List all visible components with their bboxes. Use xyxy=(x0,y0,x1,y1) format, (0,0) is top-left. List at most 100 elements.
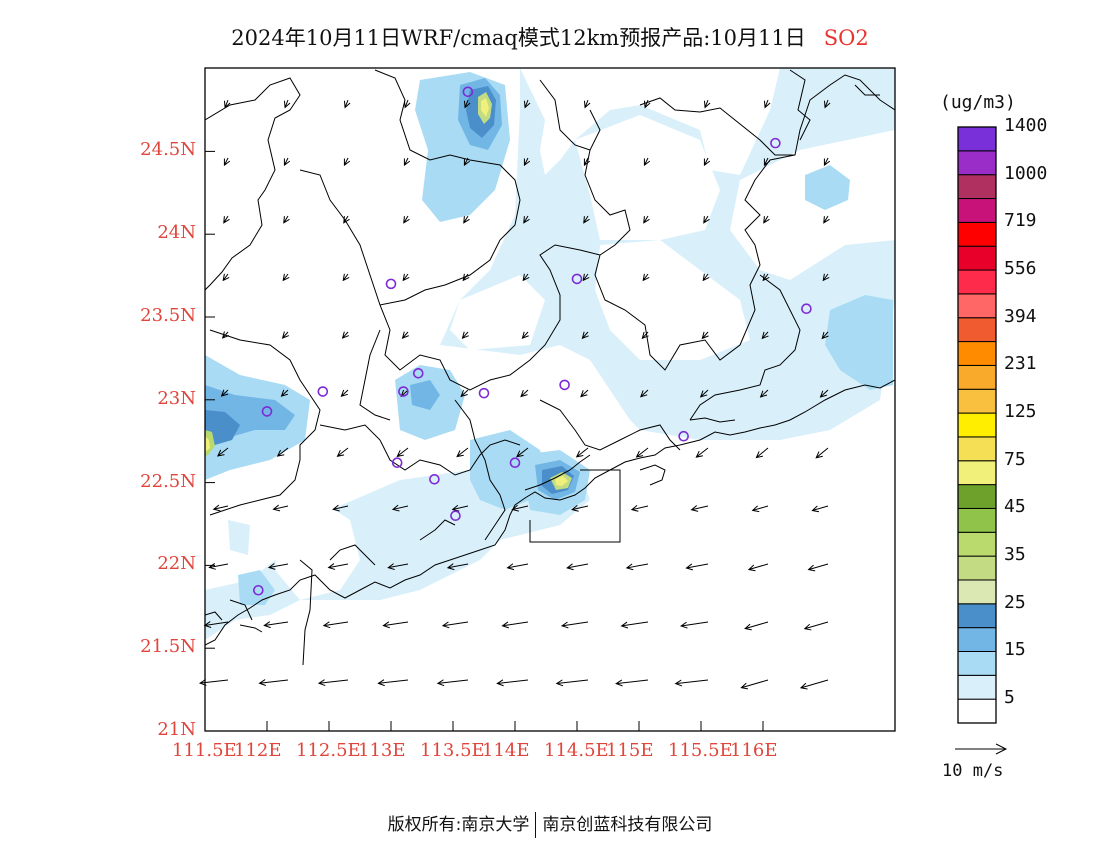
wind-arrow xyxy=(643,157,651,167)
station-marker xyxy=(391,457,403,469)
wind-arrow xyxy=(506,563,529,571)
colorbar-bin xyxy=(957,507,997,533)
map-title: 2024年10月11日WRF/cmaq模式12km预报产品:10月11日 SO2 xyxy=(0,22,1100,52)
wind-arrow xyxy=(703,215,710,224)
so2-concentration-field xyxy=(205,68,895,731)
station-marker xyxy=(429,473,440,485)
colorbar-bin xyxy=(957,388,997,414)
wind-arrow xyxy=(523,157,531,167)
station-marker xyxy=(253,584,264,596)
wind-arrow xyxy=(446,563,469,571)
wind-arrow xyxy=(803,621,829,631)
wind-arrow xyxy=(811,505,829,513)
wind-arrow xyxy=(522,273,530,282)
colorbar-label: 125 xyxy=(1004,401,1037,423)
wind-arrow xyxy=(276,447,289,457)
wind-arrow xyxy=(216,447,229,457)
station-marker xyxy=(801,303,812,315)
wind-arrow xyxy=(212,504,229,512)
wind-arrow xyxy=(680,621,709,629)
wind-arrow xyxy=(340,389,349,397)
wind-arrow xyxy=(391,504,409,512)
wind-arrow xyxy=(283,157,291,167)
wind-arrow xyxy=(387,563,409,571)
colorbar-label: 1400 xyxy=(1004,115,1048,136)
colorbar-label: 394 xyxy=(1004,305,1037,327)
wind-arrow xyxy=(336,447,349,457)
lat-tick-label: 22N xyxy=(157,553,196,575)
wind-arrow xyxy=(575,447,589,458)
colorbar-bin xyxy=(957,579,997,605)
wind-arrow xyxy=(496,679,529,687)
wind-arrow xyxy=(701,331,709,340)
wind-arrow xyxy=(703,157,711,167)
wind-arrow xyxy=(690,505,709,512)
wind-arrow xyxy=(208,563,229,570)
wind-arrow xyxy=(341,331,349,339)
wind-arrow xyxy=(272,504,289,512)
wind-arrow xyxy=(267,563,289,570)
wind-arrow xyxy=(221,331,230,339)
wind-arrow xyxy=(639,389,649,398)
wind-arrow xyxy=(823,215,830,224)
wind-arrow xyxy=(281,331,290,339)
wind-arrow xyxy=(523,99,531,109)
station-markers xyxy=(253,86,812,596)
wind-arrow xyxy=(258,679,289,686)
wind-arrow xyxy=(403,215,410,224)
wind-arrow xyxy=(703,99,711,109)
lon-tick-label: 115.5E xyxy=(668,740,733,761)
wind-arrow xyxy=(343,215,350,224)
colorbar-bin xyxy=(957,364,997,390)
wind-arrow xyxy=(463,99,471,109)
colorbar-label: 15 xyxy=(1004,639,1026,661)
lat-tick-label: 24N xyxy=(157,222,196,244)
wind-arrow xyxy=(581,331,589,340)
wind-arrow xyxy=(740,679,769,690)
wind-arrow xyxy=(343,157,351,167)
axis-ticks xyxy=(204,150,764,732)
wind-arrow xyxy=(819,389,829,398)
wind-arrow xyxy=(283,99,291,109)
wind-arrow xyxy=(625,563,649,571)
copyright-footer: 版权所有:南京大学 南京创蓝科技有限公司 xyxy=(0,810,1100,838)
colorbar-bin xyxy=(957,221,997,247)
wind-arrow xyxy=(643,99,651,109)
wind-arrow xyxy=(516,447,529,458)
wind-arrow xyxy=(566,563,589,571)
colorbar-bin xyxy=(957,245,997,271)
wind-arrow xyxy=(674,679,709,687)
colorbar-label: 231 xyxy=(1004,353,1037,375)
station-marker xyxy=(385,278,397,290)
wind-arrow xyxy=(582,273,590,282)
wind-arrow xyxy=(620,621,649,629)
wind-arrow xyxy=(643,215,650,224)
wind-arrow xyxy=(462,273,470,282)
colorbar-label: 719 xyxy=(1004,210,1037,232)
lon-tick-label: 115E xyxy=(606,740,654,761)
copyright-separator xyxy=(535,812,537,838)
lat-tick-label: 22.5N xyxy=(140,470,196,492)
wind-arrow xyxy=(223,99,231,109)
station-marker xyxy=(559,379,570,391)
wind-arrow xyxy=(317,679,349,687)
colorbar-label: 5 xyxy=(1004,687,1015,709)
wind-arrow xyxy=(523,215,530,224)
wind-arrow xyxy=(685,563,709,571)
wind-arrow xyxy=(223,215,230,224)
lat-tick-label: 24.5N xyxy=(140,139,196,161)
station-marker xyxy=(478,387,490,399)
wind-arrow xyxy=(821,331,829,340)
wind-arrow xyxy=(822,273,830,282)
wind-arrow xyxy=(463,157,471,167)
wind-arrow xyxy=(343,99,351,109)
colorbar-bin xyxy=(957,460,997,486)
lon-tick-label: 114.5E xyxy=(544,740,609,761)
wind-arrow xyxy=(815,447,829,459)
colorbar-label: 75 xyxy=(1004,448,1026,470)
lat-tick-label: 21.5N xyxy=(140,636,196,658)
colorbar-bin xyxy=(957,484,997,509)
colorbar-bin xyxy=(957,555,997,581)
colorbar xyxy=(957,126,997,724)
